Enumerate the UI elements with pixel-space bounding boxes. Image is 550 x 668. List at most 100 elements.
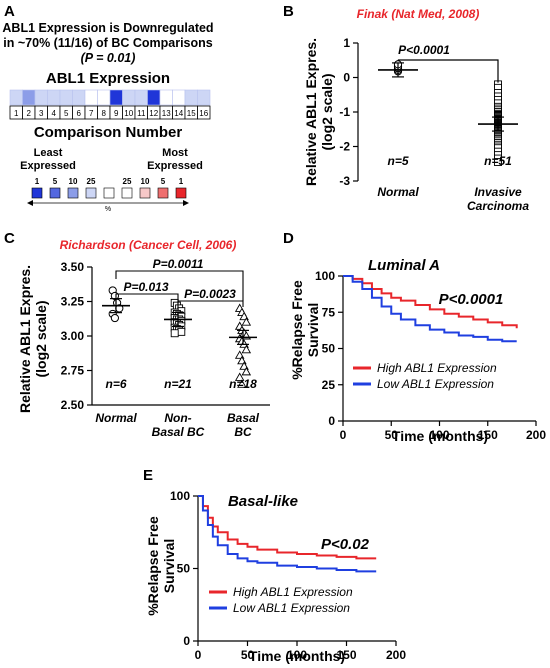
y-axis-label: (log2 scale) bbox=[33, 300, 49, 377]
x-tick-label: 100 bbox=[287, 648, 307, 662]
legend-swatch bbox=[85, 187, 97, 199]
significance-bracket bbox=[115, 293, 179, 304]
panel-e: E %Relapse Free Survival 0 50 100 0 50 100 150… bbox=[143, 467, 406, 664]
heatmap-xlabel: Comparison Number bbox=[34, 124, 183, 141]
comparison-number: 7 bbox=[89, 109, 94, 118]
heatmap-row: 1 2 3 4 5 6 7 8 9 10 11 12 13 14 15 16 bbox=[9, 89, 211, 120]
y-axis-label: Survival bbox=[305, 303, 321, 357]
y-tick-label: 3.00 bbox=[61, 329, 85, 343]
data-point bbox=[177, 327, 186, 336]
x-tick-label: 50 bbox=[385, 428, 399, 442]
panel-a: A ABL1 Expression is Downregulated in ~7… bbox=[2, 3, 213, 213]
heatmap-cell bbox=[59, 89, 73, 106]
heatmap-cell bbox=[47, 89, 61, 106]
legend-least-label: Least bbox=[34, 147, 63, 159]
survival-chart: 0 25 50 75 100 0 50 100 150 200 High ABL1 Expressi… bbox=[315, 269, 546, 442]
panel-letter: D bbox=[283, 230, 294, 247]
x-tick-label: Normal bbox=[95, 411, 137, 425]
n-label: n=21 bbox=[164, 377, 192, 391]
data-point bbox=[241, 317, 252, 326]
legend-tick-label: 1 bbox=[179, 177, 184, 186]
heatmap-cell bbox=[109, 89, 123, 106]
comparison-number: 15 bbox=[187, 109, 196, 118]
legend-most-label: Most bbox=[162, 147, 188, 159]
n-label: n=6 bbox=[105, 377, 126, 391]
x-tick-label: Normal bbox=[377, 185, 419, 199]
y-tick-label: 50 bbox=[322, 342, 336, 356]
p-value: P<0.0001 bbox=[398, 43, 450, 57]
y-axis-label: (log2 scale) bbox=[319, 73, 335, 150]
data-point bbox=[110, 313, 120, 323]
chart-source: Richardson (Cancer Cell, 2006) bbox=[60, 238, 237, 252]
n-label: n=51 bbox=[484, 154, 512, 168]
x-tick-label: 200 bbox=[526, 428, 546, 442]
y-tick-label: 1 bbox=[343, 36, 350, 50]
legend-swatch bbox=[139, 187, 151, 199]
heatmap-cell bbox=[84, 89, 98, 106]
y-tick-label: 3.25 bbox=[61, 295, 85, 309]
data-point bbox=[237, 379, 247, 388]
legend-percent: % bbox=[105, 206, 111, 213]
legend-label: Low ABL1 Expression bbox=[233, 601, 350, 615]
legend-tick-label: 5 bbox=[53, 177, 58, 186]
legend-label: High ABL1 Expression bbox=[233, 585, 353, 599]
x-tick-label: Non- bbox=[164, 411, 191, 425]
p-value: P=0.013 bbox=[123, 280, 168, 294]
legend-tick-label: 1 bbox=[35, 177, 40, 186]
comparison-number-box bbox=[197, 105, 211, 120]
legend-most-label: Expressed bbox=[147, 160, 203, 172]
legend-swatch bbox=[67, 187, 79, 199]
legend-label: High ABL1 Expression bbox=[377, 361, 497, 375]
comparison-number: 6 bbox=[77, 109, 82, 118]
y-tick-label: 100 bbox=[170, 489, 190, 503]
survival-curve bbox=[198, 495, 377, 573]
panel-d: D %Relapse Free Survival 0 25 50 75 100 0 50 10… bbox=[283, 230, 546, 444]
heatmap-cell bbox=[184, 89, 198, 106]
p-value: P=0.0011 bbox=[153, 257, 204, 271]
y-tick-label: -1 bbox=[339, 105, 350, 119]
y-axis-label: Relative ABL1 Expres. bbox=[17, 265, 33, 413]
survival-chart: 0 50 100 0 50 100 150 200 High ABL1 Expression Lo… bbox=[170, 489, 406, 662]
x-axis-label: Time (months) bbox=[249, 648, 345, 664]
x-tick-label: Basal bbox=[227, 411, 260, 425]
comparison-number: 3 bbox=[39, 109, 44, 118]
comparison-number: 5 bbox=[64, 109, 69, 118]
comparison-number: 10 bbox=[124, 109, 133, 118]
x-tick-label: 150 bbox=[478, 428, 498, 442]
y-tick-label: -2 bbox=[339, 140, 350, 154]
scatter-chart: 2.502.753.003.253.50n=6Normaln=21Non-Bas… bbox=[61, 257, 270, 439]
legend-tick-label: 5 bbox=[161, 177, 166, 186]
data-point bbox=[494, 158, 502, 166]
heatmap-cell bbox=[172, 89, 186, 106]
p-value: P=0.0023 bbox=[184, 287, 236, 301]
comparison-number: 2 bbox=[27, 109, 32, 118]
heatmap-cell bbox=[97, 89, 111, 106]
y-tick-label: 100 bbox=[315, 269, 335, 283]
legend-swatch bbox=[175, 187, 187, 199]
panel-heading-pvalue: (P = 0.01) bbox=[81, 51, 136, 65]
legend-tick-label: 10 bbox=[69, 177, 78, 186]
legend-tick-label: 25 bbox=[87, 177, 96, 186]
y-tick-label: 0 bbox=[183, 634, 190, 648]
y-axis-label: %Relapse Free bbox=[289, 280, 305, 380]
chart-subtitle: Luminal A bbox=[368, 257, 440, 274]
heatmap-cell bbox=[147, 89, 161, 106]
legend-swatch bbox=[121, 187, 133, 199]
legend-label: Low ABL1 Expression bbox=[377, 377, 494, 391]
legend-tick-label: 10 bbox=[141, 177, 150, 186]
significance-bracket bbox=[115, 270, 244, 301]
legend-swatch bbox=[49, 187, 61, 199]
x-axis-label: Time (months) bbox=[392, 428, 488, 444]
x-tick-label: 0 bbox=[340, 428, 347, 442]
x-tick-label: 150 bbox=[336, 648, 356, 662]
heatmap-title: ABL1 Expression bbox=[46, 70, 170, 87]
data-point bbox=[241, 344, 252, 354]
heatmap-cell bbox=[9, 89, 23, 106]
x-tick-label: 200 bbox=[386, 648, 406, 662]
heatmap-cell bbox=[134, 89, 148, 106]
y-tick-label: 3.50 bbox=[61, 260, 85, 274]
heatmap-cell bbox=[22, 89, 36, 106]
x-tick-label: Invasive bbox=[474, 185, 522, 199]
x-tick-label: Carcinoma bbox=[467, 199, 529, 213]
